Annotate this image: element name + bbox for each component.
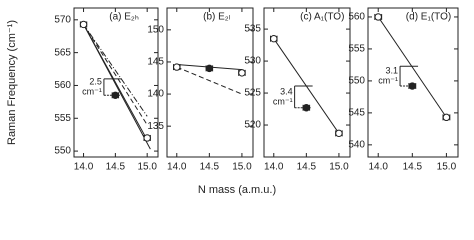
panel-title: (b) E₂ₗ bbox=[203, 12, 231, 23]
fit-line bbox=[83, 24, 148, 141]
y-tick-label: 565 bbox=[54, 47, 71, 58]
data-point bbox=[442, 113, 451, 122]
panel-title: (c) A₁(TO) bbox=[300, 12, 344, 23]
annotation-label: cm⁻¹ bbox=[82, 86, 102, 96]
plot-frame bbox=[367, 7, 459, 158]
data-point bbox=[111, 91, 120, 99]
x-tick-label: 15.0 bbox=[437, 162, 457, 173]
fit-line bbox=[83, 24, 148, 117]
y-tick-label: 560 bbox=[54, 80, 71, 91]
annotation-label: cm⁻¹ bbox=[273, 96, 293, 106]
fit-line bbox=[83, 24, 148, 126]
y-axis-label: Raman Frequency (cm⁻¹) bbox=[6, 20, 18, 145]
annotation-label: 3.4 bbox=[280, 86, 293, 96]
x-tick-label: 14.5 bbox=[297, 162, 317, 173]
y-tick-label: 560 bbox=[348, 12, 365, 23]
figure: N mass (a.m.u.) 550 555 560 565 570 14.0 14.5 1… bbox=[6, 7, 459, 196]
data-point bbox=[238, 69, 246, 77]
data-point bbox=[173, 63, 181, 71]
x-axis-label: N mass (a.m.u.) bbox=[198, 184, 276, 196]
y-tick-label: 520 bbox=[244, 120, 261, 131]
y-tick-label: 570 bbox=[54, 14, 71, 25]
panel-title: (a) E₂ₕ bbox=[109, 12, 139, 23]
x-tick-label: 14.0 bbox=[167, 162, 187, 173]
annotation-label: 3.1 bbox=[386, 65, 399, 75]
fit-line bbox=[176, 66, 243, 95]
x-tick-label: 14.5 bbox=[403, 162, 423, 173]
data-point bbox=[205, 64, 214, 73]
y-tick-label: 530 bbox=[244, 56, 261, 67]
data-point bbox=[270, 34, 278, 43]
x-tick-label: 14.0 bbox=[264, 162, 284, 173]
x-tick-label: 14.5 bbox=[106, 162, 126, 173]
x-tick-label: 15.0 bbox=[329, 162, 349, 173]
annotation-label: 2.5 bbox=[89, 76, 102, 86]
y-tick-label: 555 bbox=[348, 44, 365, 55]
y-tick-label: 545 bbox=[348, 108, 365, 119]
y-tick-label: 550 bbox=[348, 76, 365, 87]
y-tick-label: 535 bbox=[244, 24, 261, 35]
y-tick-label: 150 bbox=[147, 24, 164, 35]
annotation-label: cm⁻¹ bbox=[378, 75, 398, 85]
x-tick-label: 15.0 bbox=[137, 162, 157, 173]
y-tick-label: 555 bbox=[54, 113, 71, 124]
y-tick-label: 550 bbox=[54, 146, 71, 157]
y-tick-label: 145 bbox=[147, 57, 164, 68]
fit-line bbox=[377, 16, 447, 118]
plot-frame bbox=[73, 7, 159, 158]
x-tick-label: 14.0 bbox=[368, 162, 388, 173]
plot-frame bbox=[263, 7, 351, 158]
data-point bbox=[374, 13, 382, 21]
x-tick-label: 14.0 bbox=[74, 162, 94, 173]
x-tick-label: 15.0 bbox=[232, 162, 252, 173]
x-tick-label: 14.5 bbox=[200, 162, 220, 173]
data-point bbox=[143, 134, 151, 142]
y-tick-label: 540 bbox=[348, 139, 365, 150]
data-point bbox=[408, 82, 417, 90]
y-tick-label: 135 bbox=[147, 121, 164, 132]
plot-frame bbox=[166, 7, 254, 158]
panel-title: (d) E₁(TO) bbox=[406, 12, 451, 23]
data-point bbox=[79, 20, 88, 29]
y-tick-label: 525 bbox=[244, 88, 261, 99]
data-point bbox=[335, 129, 343, 138]
data-point bbox=[302, 104, 311, 112]
y-tick-label: 140 bbox=[147, 89, 164, 100]
